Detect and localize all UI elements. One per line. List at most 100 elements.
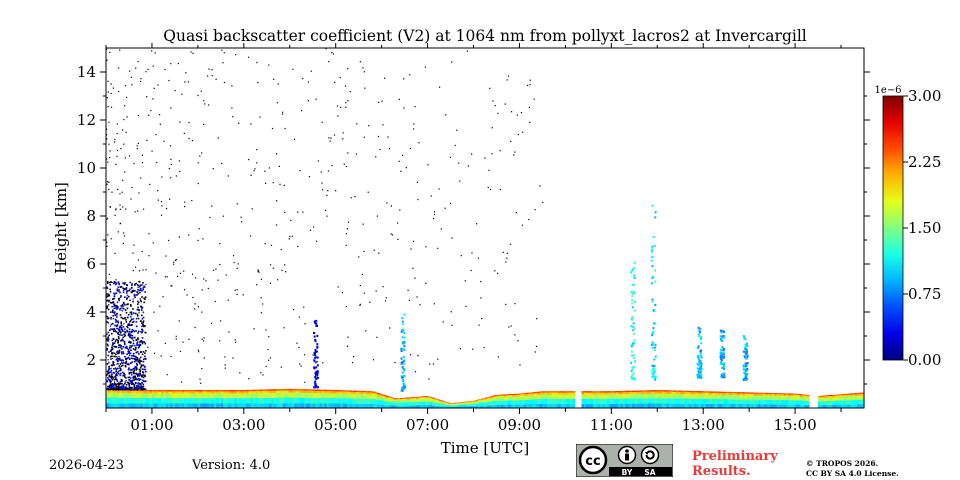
noise-pixel — [126, 325, 128, 328]
cloud-pixel — [699, 350, 702, 353]
speckle-pixel — [496, 272, 499, 274]
boundary-layer-cell — [363, 392, 367, 395]
speckle-pixel — [109, 51, 111, 54]
boundary-layer-cell — [829, 400, 833, 405]
cloud-pixel — [700, 342, 703, 345]
speckle-pixel — [179, 121, 181, 123]
y-tick-label: 12 — [77, 111, 96, 129]
speckle-pixel — [139, 80, 142, 83]
boundary-layer-cell — [190, 391, 194, 394]
speckle-pixel — [430, 195, 432, 197]
boundary-layer-cell — [452, 405, 456, 407]
speckle-pixel — [356, 123, 358, 125]
noise-pixel — [124, 376, 126, 378]
boundary-layer-cell — [535, 391, 539, 394]
noise-pixel — [139, 387, 142, 390]
cloud-pixel — [697, 357, 700, 360]
boundary-layer-cell — [292, 388, 295, 391]
boundary-layer-cell — [788, 399, 792, 405]
cloud-pixel — [699, 352, 702, 355]
noise-pixel — [116, 324, 119, 326]
boundary-layer-cell — [193, 390, 197, 392]
boundary-layer-cell — [223, 403, 227, 408]
speckle-pixel — [210, 322, 213, 325]
boundary-layer-cell — [772, 396, 776, 400]
boundary-layer-cell — [599, 403, 603, 408]
boundary-layer-cell — [540, 403, 544, 408]
cloud-pixel — [400, 357, 403, 360]
noise-pixel — [106, 321, 108, 323]
boundary-layer-cell — [739, 395, 743, 400]
noise-pixel — [109, 288, 111, 291]
boundary-layer-cell — [248, 403, 252, 408]
cloud-pixel — [699, 354, 702, 357]
boundary-layer-cell — [558, 391, 562, 393]
speckle-pixel — [211, 205, 213, 207]
noise-pixel — [128, 333, 131, 335]
noise-pixel — [122, 326, 125, 328]
boundary-layer-cell — [434, 400, 438, 403]
boundary-layer-cell — [496, 394, 500, 396]
speckle-pixel — [398, 160, 400, 162]
speckle-pixel — [408, 299, 411, 301]
boundary-layer-cell — [611, 391, 615, 393]
x-tick-label: 07:00 — [406, 416, 449, 434]
boundary-layer-cell — [602, 392, 606, 395]
cloud-pixel — [632, 283, 635, 286]
noise-pixel — [110, 349, 112, 352]
boundary-layer-cell — [397, 398, 401, 401]
boundary-layer-cell — [804, 395, 808, 398]
boundary-layer-cell — [841, 404, 844, 408]
cloud-pixel — [632, 274, 635, 277]
boundary-layer-cell — [367, 392, 371, 395]
boundary-layer-cell — [799, 400, 803, 405]
noise-pixel — [116, 339, 119, 341]
boundary-layer-cell — [494, 404, 498, 408]
speckle-pixel — [174, 259, 176, 261]
noise-pixel — [107, 337, 110, 340]
boundary-layer-cell — [126, 390, 130, 394]
speckle-pixel — [497, 356, 500, 358]
boundary-layer-cell — [310, 403, 314, 408]
noise-pixel — [131, 386, 134, 389]
boundary-layer-cell — [604, 391, 608, 393]
boundary-layer-cell — [645, 393, 649, 399]
boundary-layer-cell — [289, 397, 293, 404]
boundary-layer-cell — [275, 403, 279, 408]
noise-pixel — [112, 342, 114, 344]
cloud-pixel — [402, 380, 405, 383]
boundary-layer-cell — [207, 391, 210, 394]
boundary-layer-cell — [712, 392, 716, 395]
cloud-pixel — [744, 351, 747, 354]
boundary-layer-cell — [466, 402, 470, 405]
speckle-pixel — [124, 157, 126, 159]
boundary-layer-cell — [583, 398, 587, 404]
boundary-layer-cell — [395, 405, 399, 408]
speckle-pixel — [115, 279, 117, 281]
noise-pixel — [115, 319, 118, 322]
boundary-layer-cell — [765, 399, 769, 405]
boundary-layer-cell — [370, 398, 374, 404]
noise-pixel — [141, 368, 144, 370]
speckle-pixel — [236, 293, 238, 295]
noise-pixel — [106, 379, 109, 382]
noise-pixel — [145, 349, 147, 352]
cloud-pixel — [745, 364, 748, 367]
speckle-pixel — [248, 159, 250, 161]
speckle-pixel — [164, 342, 166, 345]
speckle-pixel — [179, 272, 182, 274]
boundary-layer-cell — [234, 403, 238, 408]
noise-pixel — [132, 357, 134, 360]
boundary-layer-cell — [491, 404, 495, 408]
noise-pixel — [116, 371, 119, 374]
boundary-layer-cell — [452, 403, 456, 406]
boundary-layer-cell — [638, 393, 642, 399]
noise-pixel — [138, 345, 141, 348]
speckle-pixel — [188, 137, 190, 140]
speckle-pixel — [203, 100, 205, 102]
boundary-layer-cell — [151, 403, 155, 408]
boundary-layer-cell — [294, 392, 298, 398]
speckle-pixel — [325, 48, 327, 50]
boundary-layer-cell — [721, 393, 725, 395]
boundary-layer-cell — [682, 390, 686, 393]
